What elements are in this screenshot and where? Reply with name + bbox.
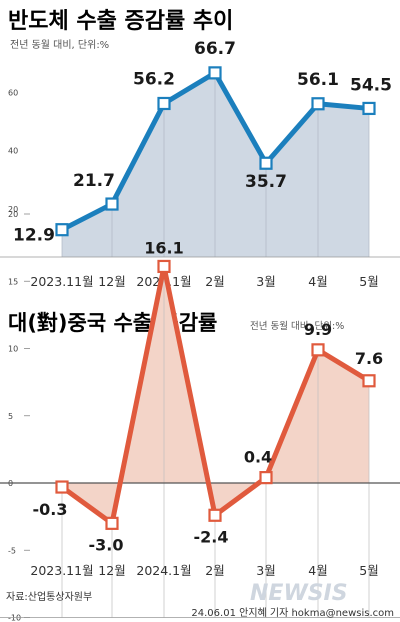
chart2-label-layer: -0.3 -3.0 16.1 -2.4 0.4 9.9 7.6 [33,238,384,554]
chart1-ytick-label: 20 [8,205,18,214]
chart1-value-label: 54.5 [350,75,392,95]
chart1-point-marker [362,101,376,116]
chart2-ytick-label: 15 [8,277,18,286]
chart1-point-marker [259,156,273,170]
chart2-ytick-label: 20 [8,210,18,219]
chart1-value-label: 21.7 [73,171,115,191]
chart1-point-marker [311,97,325,111]
newsis-watermark: NEWSIS [250,581,348,606]
source-note: 자료:산업통상자원부 [6,590,92,603]
chart2-point-marker [55,480,69,494]
chart2-point-marker [362,374,376,388]
chart2-area [62,266,369,524]
chart1-ytick-label: 40 [8,147,18,156]
chart1-ytick-label: 60 [8,88,18,97]
chart1-xtick-label: 3월 [256,274,275,289]
chart2-point-marker [105,516,119,530]
chart2-value-label: 9.9 [304,320,332,339]
chart1-point-marker [157,96,171,111]
chart2-ytick-label: -5 [8,546,16,555]
chart2-title: 대(對)중국 수출 증감률 [8,311,217,335]
chart1-xtick-label: 2023.11월 [30,274,93,289]
chart1-xtick-label: 12월 [98,274,125,289]
chart2-xtick-label: 4월 [308,563,327,578]
chart1-value-label: 56.2 [133,69,175,89]
chart2-xtick-label: 5월 [359,563,378,578]
chart1-area-layer [61,72,370,257]
chart2-area-layer [61,266,370,618]
chart2-ytick-label: 10 [8,345,18,354]
chart2-point-marker [311,343,325,357]
chart2-line-layer [55,259,376,530]
chart1-area [62,72,369,257]
chart2-xtick-label: 2월 [205,563,224,578]
chart1-xtick-label: 2월 [205,274,224,289]
chart2-point-marker [157,259,171,274]
chart2-value-label: -2.4 [194,527,229,546]
chart1-value-label: 56.1 [297,70,339,90]
chart1-value-label: 35.7 [245,172,287,192]
chart2-value-label: 16.1 [144,238,183,257]
chart2-ytick-label: 5 [8,412,13,421]
chart1-xtick-label: 5월 [359,274,378,289]
chart2-xtick-label: 12월 [98,563,125,578]
chart2-point-marker [259,471,273,485]
chart1-point-marker [55,223,69,237]
credit-line: 24.06.01 안지혜 기자 hokma@newsis.com [191,607,394,619]
chart2-value-label: 0.4 [244,448,272,467]
chart2-xtick-label: 2024.1월 [136,563,191,578]
chart1-subtitle: 전년 동월 대비, 단위:% [10,38,109,51]
chart2-xtick-label: 3월 [256,563,275,578]
chart2-subtitle: 전년 동월 대비, 단위:% [250,320,344,332]
chart2-value-label: -3.0 [89,535,124,554]
chart2-xtick-label: 2023.11월 [30,563,93,578]
chart1-point-marker [105,197,119,211]
chart1-value-label: 12.9 [13,226,55,246]
chart1-title: 반도체 수출 증감률 추이 [8,9,233,34]
chart2-point-marker [208,508,222,522]
chart1-line-layer [55,66,376,237]
chart1-label-layer: 12.9 21.7 56.2 66.7 35.7 56.1 54.5 [13,39,392,246]
chart1-value-label: 66.7 [194,39,236,59]
chart2-value-label: 7.6 [355,349,383,368]
chart1-point-marker [208,66,222,80]
chart2-value-label: -0.3 [33,500,68,519]
chart1-xtick-label: 4월 [308,274,327,289]
